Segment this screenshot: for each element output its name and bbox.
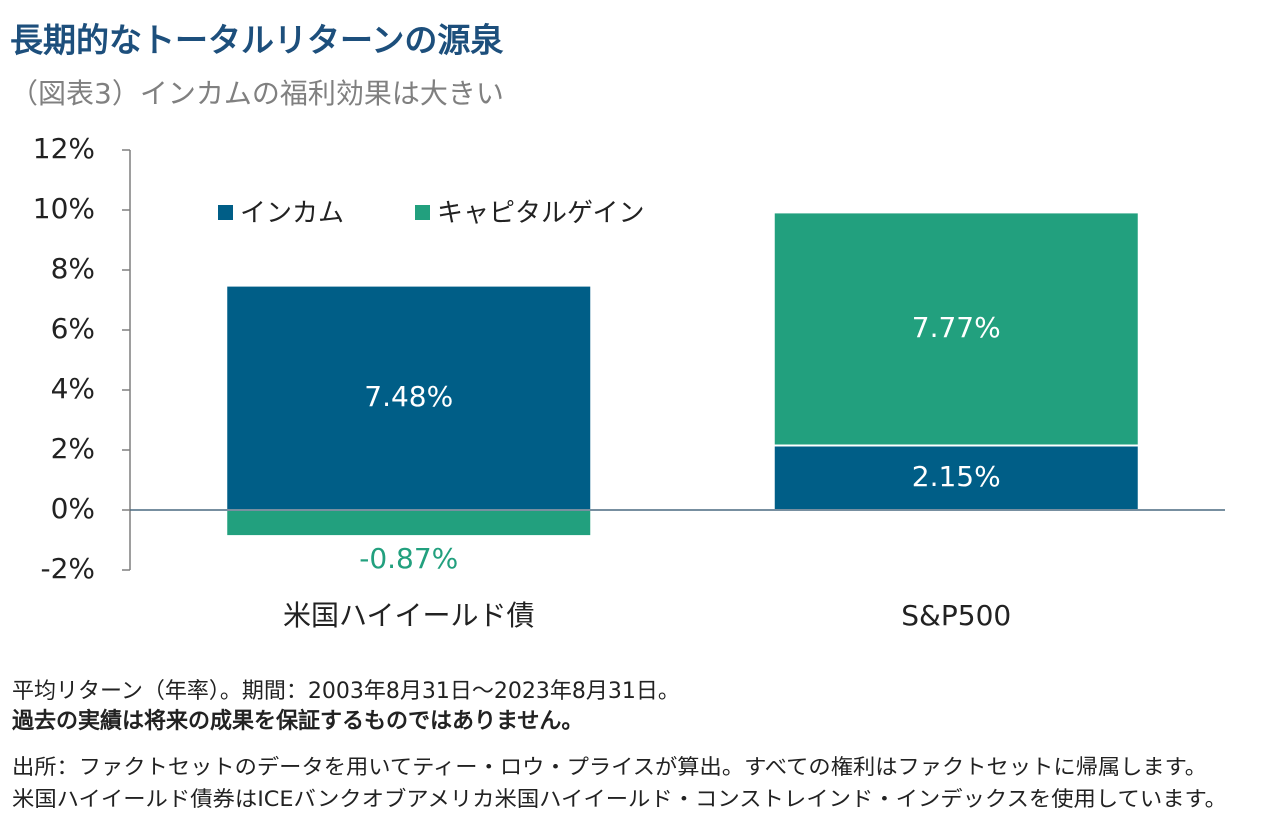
y-tick-label: 8% [51,252,95,285]
y-tick-label: 12% [33,132,95,165]
legend-label: インカム [240,199,344,229]
bar [772,211,1140,447]
y-tick-label: 0% [51,492,95,525]
bar [225,509,593,538]
footnote: 過去の実績は将来の成果を保証するものではありません。 [12,708,583,734]
chart-title: 長期的なトータルリターンの源泉 [10,21,503,60]
value-label: 7.48% [364,380,453,413]
chart-subtitle: （図表3）インカムの福利効果は大きい [10,77,504,110]
y-tick-label: 6% [51,312,95,345]
legend-swatch [415,205,430,220]
bar [225,284,593,511]
y-tick-label: 2% [51,432,95,465]
y-tick-label: 4% [51,372,95,405]
y-tick-label: -2% [40,552,95,585]
footnote: 米国ハイイールド債券はICEバンクオブアメリカ米国ハイイールド・コンストレインド… [12,787,1227,811]
x-tick-label: S&P500 [901,599,1011,632]
value-label: 2.15% [912,460,1001,493]
value-label: 7.77% [912,311,1001,344]
y-tick-label: 10% [33,192,95,225]
footnote: 平均リターン（年率）。期間：2003年8月31日～2023年8月31日。 [12,679,680,704]
x-tick-label: 米国ハイイールド債 [283,599,534,632]
value-label: -0.87% [359,542,458,575]
legend-swatch [218,205,233,220]
footnote: 出所：ファクトセットのデータを用いてティー・ロウ・プライスが算出。すべての権利は… [12,755,1207,779]
legend-label: キャピタルゲイン [437,199,644,229]
